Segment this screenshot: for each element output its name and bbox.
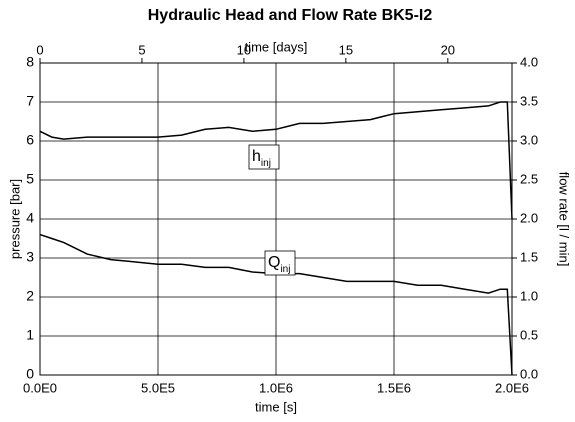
series-label-box: [264, 250, 296, 276]
x-tick-label: 0.0E0: [23, 380, 57, 395]
y-tick-label: 4: [26, 210, 34, 226]
x-tick-label: 1.5E6: [377, 380, 411, 395]
y2-tick-label: 0.5: [520, 327, 538, 342]
x2-axis-label: time [days]: [245, 39, 308, 54]
series-label: hinj: [252, 148, 271, 168]
series-subscript: inj: [261, 158, 271, 169]
chart-title: Hydraulic Head and Flow Rate BK5-I2: [148, 7, 433, 24]
y-tick-label: 6: [26, 132, 34, 148]
y2-axis-label: flow rate [l / min]: [557, 172, 572, 267]
y2-tick-label: 1.5: [520, 249, 538, 264]
x2-tick-label: 10: [237, 42, 251, 57]
x-tick-label: 1.0E6: [259, 380, 293, 395]
y-tick-label: 0: [26, 366, 34, 382]
series-label-box: [248, 144, 280, 170]
series-name: h: [252, 148, 261, 165]
y2-tick-label: 4.0: [520, 54, 538, 69]
data-line: [39, 101, 513, 220]
y2-tick-label: 3.5: [520, 93, 538, 108]
x-tick-label: 5.0E5: [141, 380, 175, 395]
y-tick-label: 1: [26, 327, 34, 343]
x2-tick-label: 15: [339, 42, 353, 57]
y2-tick-label: 2.5: [520, 171, 538, 186]
x2-tick-label: 0: [36, 42, 43, 57]
series-name: Q: [268, 254, 280, 271]
series-subscript: inj: [280, 264, 290, 275]
y2-tick-label: 2.0: [520, 210, 538, 225]
y2-tick-label: 3.0: [520, 132, 538, 147]
y2-tick-label: 0.0: [520, 366, 538, 381]
y2-tick-label: 1.0: [520, 288, 538, 303]
y-tick-label: 8: [26, 54, 34, 70]
x2-tick-label: 20: [441, 42, 455, 57]
x2-tick-label: 5: [138, 42, 145, 57]
y-axis-label: pressure [bar]: [7, 179, 22, 259]
y-tick-label: 3: [26, 249, 34, 265]
y-tick-label: 5: [26, 171, 34, 187]
x-axis-label: time [s]: [255, 399, 297, 414]
x-tick-label: 2.0E6: [495, 380, 529, 395]
y-tick-label: 7: [26, 93, 34, 109]
series-label: Qinj: [268, 254, 290, 274]
y-tick-label: 2: [26, 288, 34, 304]
